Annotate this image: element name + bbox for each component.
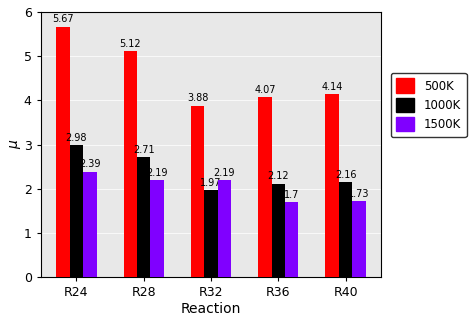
Text: 2.19: 2.19 <box>146 168 168 178</box>
Text: 5.67: 5.67 <box>52 14 74 24</box>
Text: 2.98: 2.98 <box>66 133 87 143</box>
Text: 4.07: 4.07 <box>254 85 275 95</box>
Bar <box>204 190 218 277</box>
Bar <box>258 97 272 277</box>
Text: 3.88: 3.88 <box>187 93 208 103</box>
Text: 4.14: 4.14 <box>321 82 343 92</box>
Bar <box>124 51 137 277</box>
Bar <box>137 157 150 277</box>
Bar <box>150 181 164 277</box>
Text: 1.7: 1.7 <box>284 190 300 200</box>
Text: 2.39: 2.39 <box>79 159 100 169</box>
Bar <box>352 201 366 277</box>
Y-axis label: μ: μ <box>7 140 21 149</box>
Text: 1.73: 1.73 <box>348 189 370 199</box>
Text: 5.12: 5.12 <box>119 39 141 49</box>
Legend: 500K, 1000K, 1500K: 500K, 1000K, 1500K <box>391 73 467 137</box>
Bar <box>339 182 352 277</box>
Bar <box>218 181 231 277</box>
Text: 1.97: 1.97 <box>200 178 222 188</box>
Bar <box>70 145 83 277</box>
Bar <box>326 94 339 277</box>
X-axis label: Reaction: Reaction <box>181 302 241 316</box>
Bar <box>272 183 285 277</box>
Text: 2.16: 2.16 <box>335 170 356 180</box>
Text: 2.71: 2.71 <box>133 145 155 155</box>
Bar <box>191 106 204 277</box>
Bar <box>56 26 70 277</box>
Text: 2.19: 2.19 <box>214 168 235 178</box>
Bar <box>285 202 299 277</box>
Text: 2.12: 2.12 <box>267 171 289 181</box>
Bar <box>83 172 97 277</box>
